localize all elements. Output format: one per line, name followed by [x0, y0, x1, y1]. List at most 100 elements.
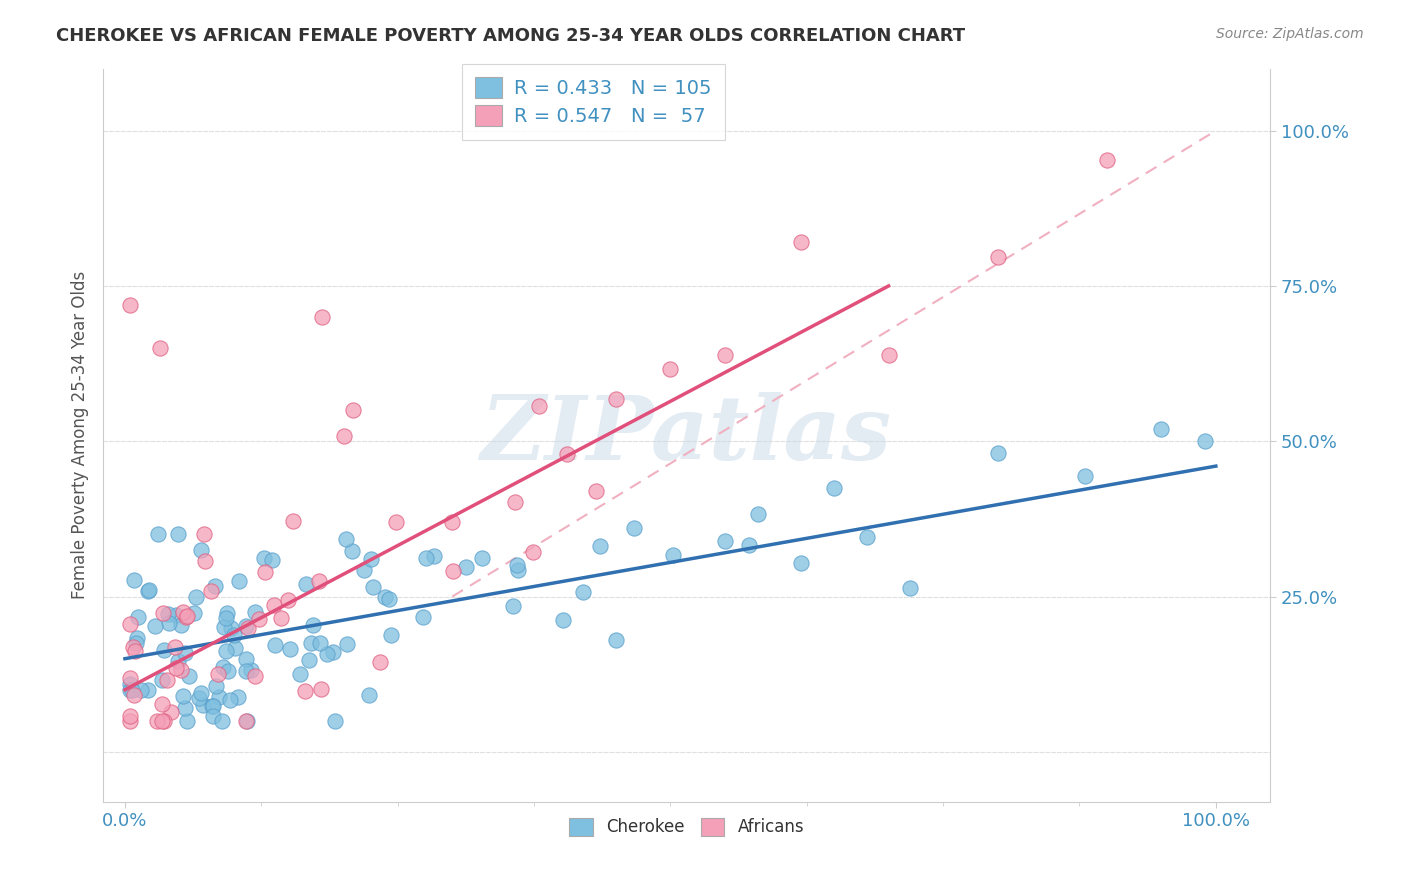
Point [605, 632, 627, 647]
Point [150, 698, 173, 712]
Point [302, 618, 325, 632]
Point [174, 646, 197, 660]
Point [471, 550, 494, 565]
Point [193, 527, 215, 541]
Point [152, 714, 174, 728]
Point [219, 621, 242, 635]
Point [340, 544, 363, 558]
Point [308, 574, 330, 588]
Point [212, 619, 235, 633]
Point [278, 642, 301, 657]
Point [122, 574, 145, 588]
Point [152, 673, 174, 688]
Point [360, 551, 382, 566]
Point [204, 580, 226, 594]
Point [172, 689, 194, 703]
Point [150, 714, 173, 728]
Point [228, 690, 250, 705]
Point [1194, 434, 1216, 449]
Point [529, 399, 551, 413]
Point [165, 661, 187, 675]
Point [253, 565, 276, 579]
Point [153, 643, 176, 657]
Point [160, 705, 183, 719]
Point [309, 682, 332, 697]
Point [322, 645, 344, 659]
Point [295, 576, 318, 591]
Point [353, 563, 375, 577]
Point [235, 714, 257, 728]
Point [176, 608, 198, 623]
Point [585, 483, 607, 498]
Point [380, 628, 402, 642]
Point [120, 714, 142, 728]
Point [1074, 468, 1097, 483]
Legend: Cherokee, Africans: Cherokee, Africans [561, 809, 813, 845]
Point [855, 530, 877, 544]
Point [368, 655, 391, 669]
Point [152, 607, 174, 621]
Point [194, 554, 217, 568]
Y-axis label: Female Poverty Among 25-34 Year Olds: Female Poverty Among 25-34 Year Olds [72, 271, 89, 599]
Point [120, 671, 142, 685]
Point [311, 310, 333, 324]
Point [176, 714, 198, 728]
Point [508, 563, 530, 577]
Point [1095, 153, 1118, 167]
Text: ZIPatlas: ZIPatlas [481, 392, 893, 478]
Point [129, 682, 152, 697]
Point [122, 688, 145, 702]
Point [188, 691, 211, 706]
Point [1150, 422, 1173, 436]
Point [253, 551, 276, 566]
Point [179, 669, 201, 683]
Point [264, 638, 287, 652]
Text: Source: ZipAtlas.com: Source: ZipAtlas.com [1216, 27, 1364, 41]
Point [183, 606, 205, 620]
Point [714, 533, 737, 548]
Point [374, 590, 396, 604]
Point [165, 608, 187, 623]
Point [143, 619, 166, 633]
Point [342, 403, 364, 417]
Point [170, 663, 193, 677]
Point [456, 559, 478, 574]
Point [120, 617, 142, 632]
Point [146, 714, 169, 728]
Point [211, 714, 233, 728]
Point [877, 348, 900, 362]
Point [333, 428, 356, 442]
Point [212, 660, 235, 674]
Point [224, 641, 246, 656]
Point [502, 599, 524, 614]
Point [120, 709, 142, 723]
Point [120, 677, 142, 691]
Point [335, 532, 357, 546]
Point [190, 686, 212, 700]
Point [165, 640, 187, 655]
Text: CHEROKEE VS AFRICAN FEMALE POVERTY AMONG 25-34 YEAR OLDS CORRELATION CHART: CHEROKEE VS AFRICAN FEMALE POVERTY AMONG… [56, 27, 966, 45]
Point [412, 609, 434, 624]
Point [174, 609, 197, 624]
Point [235, 619, 257, 633]
Point [236, 621, 259, 635]
Point [172, 605, 194, 619]
Point [174, 701, 197, 715]
Point [377, 592, 399, 607]
Point [299, 636, 322, 650]
Point [243, 605, 266, 619]
Point [243, 668, 266, 682]
Point [522, 545, 544, 559]
Point [589, 539, 612, 553]
Point [270, 611, 292, 625]
Point [605, 392, 627, 406]
Point [385, 516, 408, 530]
Point [121, 640, 143, 654]
Point [357, 688, 380, 702]
Point [121, 682, 143, 697]
Point [127, 631, 149, 645]
Point [290, 667, 312, 681]
Point [156, 607, 179, 621]
Point [235, 664, 257, 678]
Point [186, 590, 208, 604]
